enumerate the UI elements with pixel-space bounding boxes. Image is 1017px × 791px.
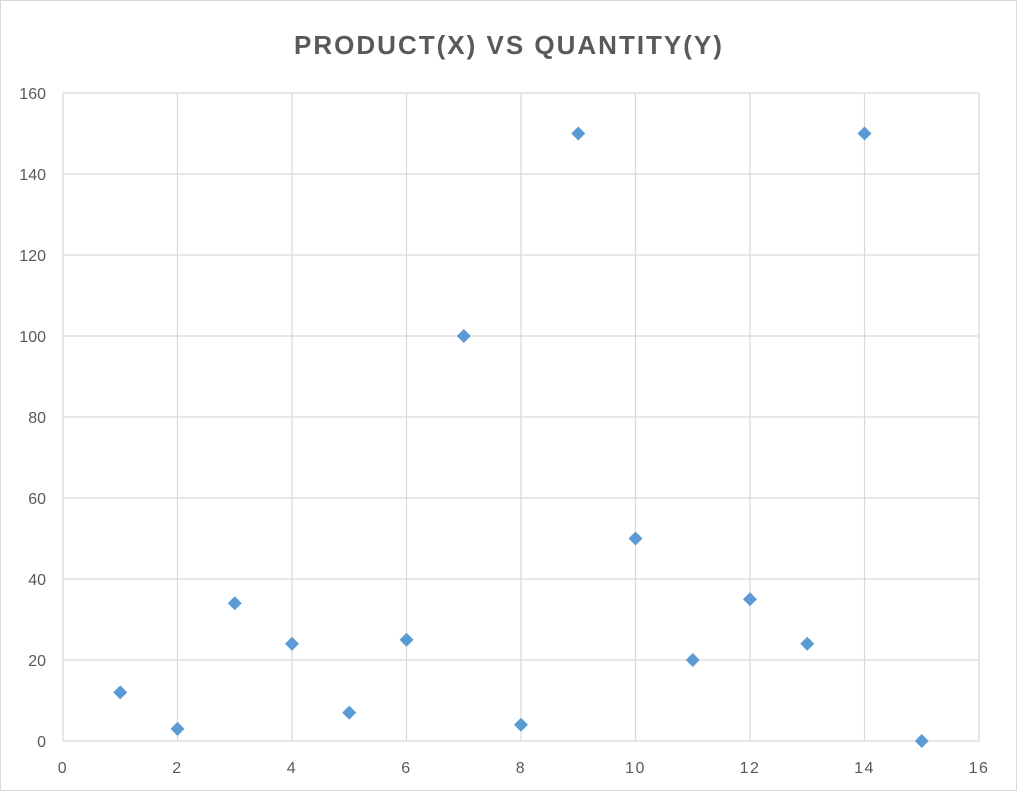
data-point (399, 632, 414, 647)
data-point (743, 592, 757, 607)
gridlines (62, 92, 980, 742)
x-axis-tick-labels: 0 2 4 6 8 10 12 14 16 (58, 760, 990, 777)
y-tick-label: 140 (19, 167, 46, 184)
x-tick-label: 8 (516, 760, 526, 777)
data-point (342, 705, 357, 720)
y-tick-label: 40 (28, 572, 46, 589)
data-point (571, 126, 586, 141)
y-tick-label: 20 (28, 653, 46, 670)
data-point (914, 734, 929, 748)
data-point (628, 531, 643, 546)
y-tick-label: 120 (19, 248, 46, 265)
data-point (113, 685, 128, 700)
data-point (514, 717, 528, 732)
data-point (285, 636, 299, 651)
y-tick-label: 60 (28, 491, 46, 508)
data-point (170, 721, 185, 736)
data-points (113, 126, 929, 748)
x-tick-label: 2 (172, 760, 182, 777)
y-tick-label: 80 (28, 410, 46, 427)
data-point (857, 126, 872, 141)
data-point (227, 596, 242, 611)
x-tick-label: 16 (969, 760, 990, 777)
x-tick-label: 10 (625, 760, 646, 777)
y-axis-tick-labels: 0 20 40 60 80 100 120 140 160 (19, 86, 46, 751)
x-tick-label: 6 (401, 760, 411, 777)
y-tick-label: 100 (19, 329, 46, 346)
chart-title: PRODUCT(X) VS QUANTITY(Y) (294, 30, 724, 60)
y-tick-label: 160 (19, 86, 46, 103)
data-point (685, 653, 700, 667)
y-tick-label: 0 (37, 734, 46, 751)
data-point (456, 329, 471, 343)
x-tick-label: 4 (287, 760, 297, 777)
x-tick-label: 12 (740, 760, 761, 777)
x-tick-label: 0 (58, 760, 68, 777)
x-tick-label: 14 (854, 760, 875, 777)
data-point (800, 636, 815, 651)
